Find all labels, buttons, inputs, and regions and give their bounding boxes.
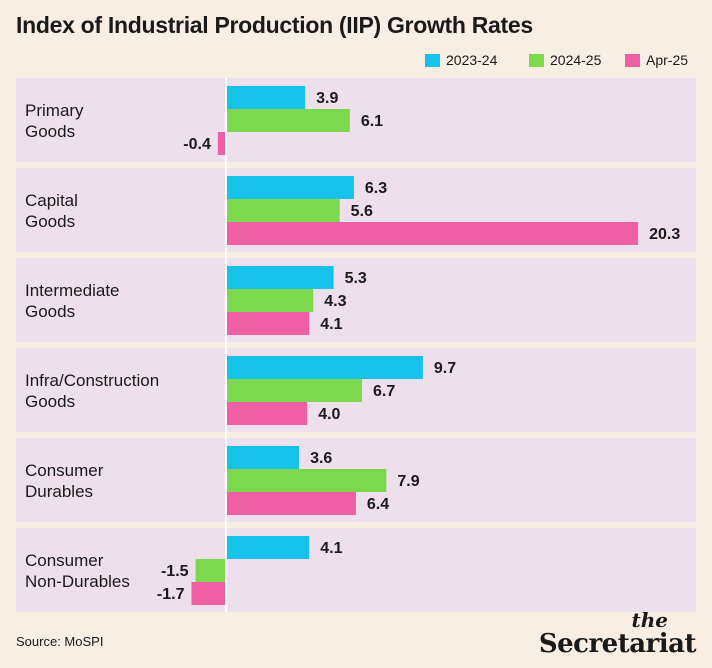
data-label: -1.5 — [161, 563, 189, 580]
category-label: Non-Durables — [25, 572, 130, 591]
data-label: 5.3 — [345, 270, 367, 287]
bar-apr-25 — [226, 222, 639, 245]
bar-2024-25 — [226, 109, 350, 132]
data-label: 9.7 — [434, 360, 456, 377]
data-label: 20.3 — [649, 226, 680, 243]
category-label: Infra/Construction — [25, 371, 159, 390]
data-label: 6.1 — [361, 113, 383, 130]
category-label: Intermediate — [25, 281, 120, 300]
data-label: 7.9 — [397, 473, 419, 490]
legend-swatch-2024-25 — [529, 53, 544, 67]
bar-2023-24 — [226, 266, 334, 289]
bar-2023-24 — [226, 536, 310, 559]
legend-swatch-apr-25 — [625, 53, 640, 67]
category-panel — [16, 78, 696, 162]
logo-the: the — [631, 608, 668, 632]
data-label: 3.6 — [310, 450, 332, 467]
bar-apr-25 — [191, 582, 226, 605]
data-label: -1.7 — [157, 586, 185, 603]
category-panel — [16, 528, 696, 612]
category-label: Primary — [25, 101, 84, 120]
bar-apr-25 — [226, 402, 308, 425]
bar-2023-24 — [226, 86, 306, 109]
bar-2024-25 — [226, 289, 314, 312]
category-label: Goods — [25, 212, 75, 231]
legend-item-2023-24: 2023-24 — [425, 52, 497, 68]
data-label: -0.4 — [183, 136, 211, 153]
bar-2023-24 — [226, 446, 300, 469]
data-label: 4.0 — [318, 406, 340, 423]
legend-item-2024-25: 2024-25 — [529, 52, 601, 68]
category-panel — [16, 258, 696, 342]
bar-2024-25 — [226, 469, 387, 492]
data-label: 4.1 — [320, 316, 342, 333]
category-label: Goods — [25, 392, 75, 411]
chart-title: Index of Industrial Production (IIP) Gro… — [16, 12, 533, 38]
legend-swatch-2023-24 — [425, 53, 440, 67]
data-label: 3.9 — [316, 90, 338, 107]
bar-2024-25 — [226, 199, 340, 222]
bar-apr-25 — [217, 132, 226, 155]
data-label: 6.7 — [373, 383, 395, 400]
bar-apr-25 — [226, 312, 310, 335]
bar-2024-25 — [195, 559, 226, 582]
data-label: 6.4 — [367, 496, 389, 513]
legend: 2023-24 2024-25 Apr-25 — [0, 52, 712, 72]
bar-2024-25 — [226, 379, 363, 402]
source-note: Source: MoSPI — [16, 634, 104, 649]
legend-label-2024-25: 2024-25 — [550, 52, 602, 68]
category-label: Consumer — [25, 461, 104, 480]
publisher-logo: the Secretariat — [538, 608, 697, 659]
data-label: 6.3 — [365, 180, 387, 197]
bar-2023-24 — [226, 356, 423, 379]
category-label: Goods — [25, 122, 75, 141]
data-label: 4.3 — [324, 293, 346, 310]
data-label: 5.6 — [351, 203, 373, 220]
category-label: Goods — [25, 302, 75, 321]
legend-label-2023-24: 2023-24 — [446, 52, 498, 68]
data-label: 4.1 — [320, 540, 342, 557]
category-label: Capital — [25, 191, 78, 210]
logo-name: Secretariat — [538, 629, 697, 659]
legend-label-apr-25: Apr-25 — [646, 52, 689, 68]
legend-item-apr-25: Apr-25 — [625, 52, 688, 68]
bar-apr-25 — [226, 492, 356, 515]
bar-2023-24 — [226, 176, 354, 199]
category-label: Consumer — [25, 551, 104, 570]
category-label: Durables — [25, 482, 93, 501]
